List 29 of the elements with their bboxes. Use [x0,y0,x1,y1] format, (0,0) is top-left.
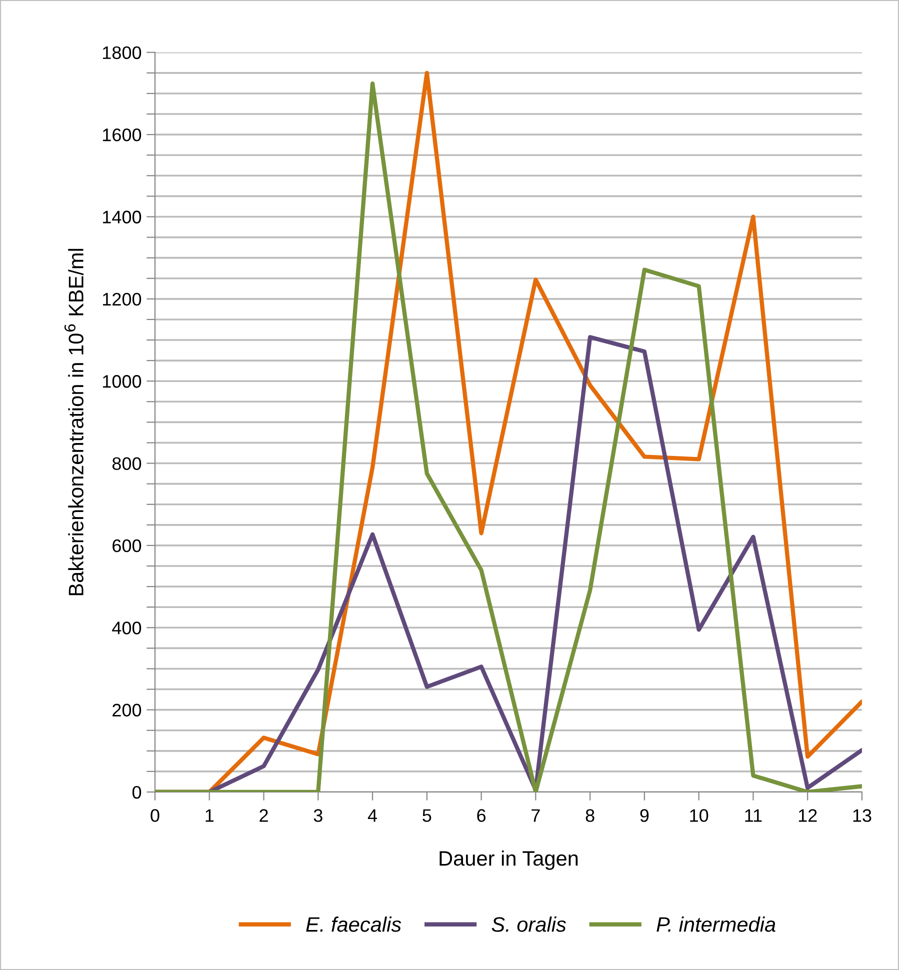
x-tick-label: 2 [260,809,268,822]
x-tick-label: 11 [745,809,762,822]
legend-label: P. intermedia [656,916,776,932]
x-tick-label: 5 [422,809,432,822]
y-tick-label: 200 [112,704,142,717]
y-axis-title: Bakterienkonzentration in 10$^{6}$ KBE/ml [64,248,84,596]
y-tick-label: 1000 [103,375,142,388]
y-tick-label: 1800 [103,46,142,60]
x-tick-label: 10 [690,809,708,822]
y-tick-label: 600 [112,539,142,552]
y-tick-label: 1400 [103,210,142,224]
y-tick-label: 0 [132,786,142,799]
y-tick-label: 1200 [103,292,142,306]
x-axis-title: Dauer in Tagen [440,850,578,870]
x-tick-label: 7 [532,809,540,822]
x-tick-label: 3 [314,809,322,822]
legend-label: S. oralis [492,916,566,932]
legend-label: E. faecalis [306,916,402,932]
x-tick-label: 6 [477,809,486,822]
y-tick-label: 400 [112,622,142,634]
y-tick-label: 800 [112,457,142,470]
x-tick-label: 1 [206,809,214,822]
x-tick-label: 9 [640,809,649,822]
x-tick-label: 8 [586,809,594,822]
y-tick-label: 1600 [103,128,142,142]
x-tick-label: 0 [150,809,160,822]
x-tick-label: 4 [368,809,378,822]
x-tick-label: 13 [853,809,872,822]
x-tick-label: 12 [798,809,817,822]
